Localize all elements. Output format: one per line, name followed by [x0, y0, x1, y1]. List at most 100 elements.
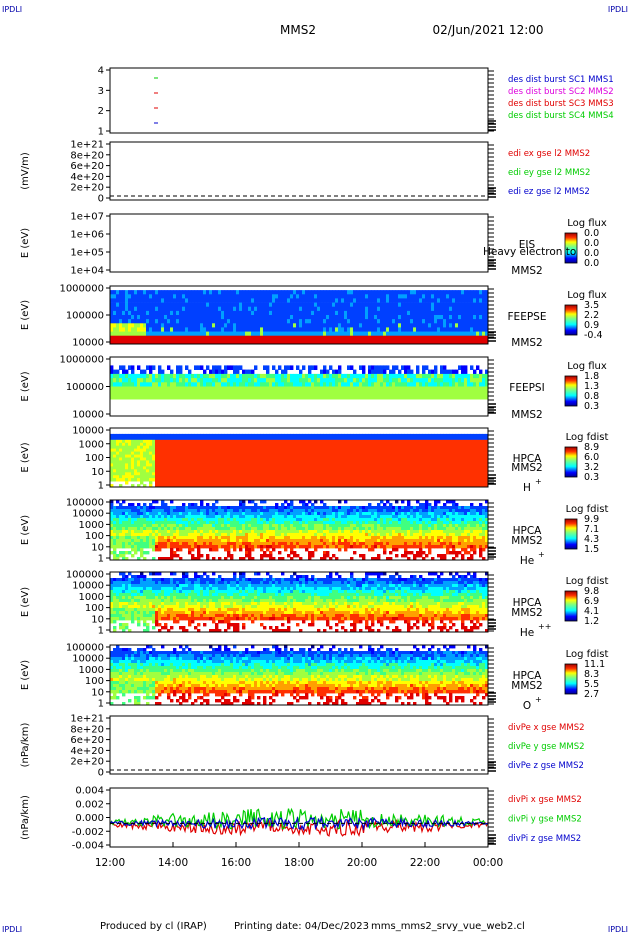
spectrogram-cell	[242, 378, 246, 383]
spectrogram-cell	[434, 369, 438, 375]
spectrogram-cell	[407, 369, 411, 375]
spectrogram-cell	[320, 310, 324, 316]
spectrogram-cell	[215, 294, 219, 299]
spectrogram-cell	[455, 386, 459, 392]
spectrogram-cell	[320, 294, 324, 299]
spectrogram-cell	[137, 439, 141, 444]
spectrogram-cell	[425, 382, 429, 387]
spectrogram-cell	[260, 481, 264, 485]
spectrogram-cell	[302, 315, 306, 320]
spectrogram-cell	[392, 386, 396, 392]
spectrogram-cell	[137, 457, 141, 461]
spectrogram-cell	[302, 335, 306, 341]
spectrogram-cell	[179, 463, 183, 467]
spectrogram-cell	[128, 439, 132, 444]
spectrogram-cell	[170, 469, 174, 473]
spectrogram-cell	[176, 466, 180, 470]
spectrogram-cell	[365, 433, 369, 438]
spectrogram-cell	[404, 298, 408, 303]
spectrogram-cell	[212, 439, 216, 444]
spectrogram-cell	[251, 382, 255, 387]
spectrogram-cell	[305, 390, 309, 396]
spectrogram-cell	[278, 323, 282, 328]
spectrogram-cell	[134, 382, 138, 387]
spectrogram-cell	[131, 302, 135, 308]
spectrogram-cell	[326, 457, 330, 461]
spectrogram-cell	[452, 298, 456, 303]
spectrogram-cell	[440, 451, 444, 455]
spectrogram-cell	[470, 319, 474, 324]
spectrogram-cell	[305, 386, 309, 392]
spectrogram-cell	[113, 315, 117, 320]
spectrogram-cell	[266, 451, 270, 455]
spectrogram-cell	[374, 439, 378, 444]
spectrogram-cell	[266, 478, 270, 482]
spectrogram-cell	[422, 302, 426, 308]
spectrogram-cell	[404, 390, 408, 396]
spectrogram-cell	[404, 382, 408, 387]
spectrogram-cell	[338, 472, 342, 476]
spectrogram-cell	[449, 339, 453, 345]
spectrogram-cell	[464, 433, 468, 438]
spectrogram-cell	[161, 319, 165, 324]
spectrogram-cell	[173, 315, 177, 320]
spectrogram-cell	[458, 466, 462, 470]
spectrogram-cell	[410, 323, 414, 328]
spectrogram-cell	[446, 484, 450, 488]
spectrogram-cell	[152, 466, 156, 470]
spectrogram-cell	[140, 394, 144, 400]
spectrogram-cell	[164, 335, 168, 341]
spectrogram-cell	[449, 386, 453, 392]
spectrogram-cell	[326, 382, 330, 387]
spectrogram-cell	[221, 454, 225, 458]
spectrogram-cell	[287, 439, 291, 444]
spectrogram-cell	[290, 442, 294, 447]
spectrogram-cell	[275, 469, 279, 473]
spectrogram-cell	[329, 339, 333, 345]
spectrogram-cell	[443, 484, 447, 488]
spectrogram-cell	[197, 475, 201, 479]
spectrogram-cell	[458, 327, 462, 332]
spectrogram-cell	[326, 290, 330, 295]
spectrogram-cell	[155, 448, 159, 452]
spectrogram-cell	[122, 454, 126, 458]
spectrogram-cell	[305, 382, 309, 387]
spectrogram-cell	[269, 382, 273, 387]
spectrogram-cell	[155, 335, 159, 341]
spectrogram-cell	[449, 373, 453, 379]
spectrogram-cell	[266, 466, 270, 470]
spectrogram-cell	[476, 386, 480, 392]
spectrogram-cell	[413, 451, 417, 455]
spectrogram-cell	[323, 433, 327, 438]
spectrogram-cell	[443, 315, 447, 320]
spectrogram-cell	[191, 448, 195, 452]
spectrogram-cell	[155, 439, 159, 444]
spectrogram-cell	[164, 451, 168, 455]
spectrogram-cell	[311, 433, 315, 438]
spectrogram-cell	[233, 298, 237, 303]
spectrogram-cell	[245, 478, 249, 482]
spectrogram-cell	[467, 466, 471, 470]
spectrogram-cell	[305, 323, 309, 328]
spectrogram-cell	[308, 365, 312, 370]
spectrogram-cell	[476, 436, 480, 441]
spectrogram-cell	[188, 323, 192, 328]
spectrogram-cell	[347, 323, 351, 328]
spectrogram-cell	[380, 442, 384, 447]
spectrogram-cell	[116, 469, 120, 473]
spectrogram-cell	[155, 382, 159, 387]
spectrogram-cell	[185, 302, 189, 308]
spectrogram-cell	[389, 478, 393, 482]
spectrogram-cell	[260, 451, 264, 455]
spectrogram-cell	[470, 290, 474, 295]
spectrogram-cell	[371, 484, 375, 488]
spectrogram-cell	[473, 323, 477, 328]
spectrogram-cell	[485, 298, 489, 303]
spectrogram-cell	[332, 454, 336, 458]
spectrogram-cell	[470, 475, 474, 479]
spectrogram-cell	[425, 335, 429, 341]
spectrogram-cell	[218, 386, 222, 392]
spectrogram-cell	[323, 335, 327, 341]
spectrogram-cell	[152, 472, 156, 476]
spectrogram-cell	[404, 469, 408, 473]
